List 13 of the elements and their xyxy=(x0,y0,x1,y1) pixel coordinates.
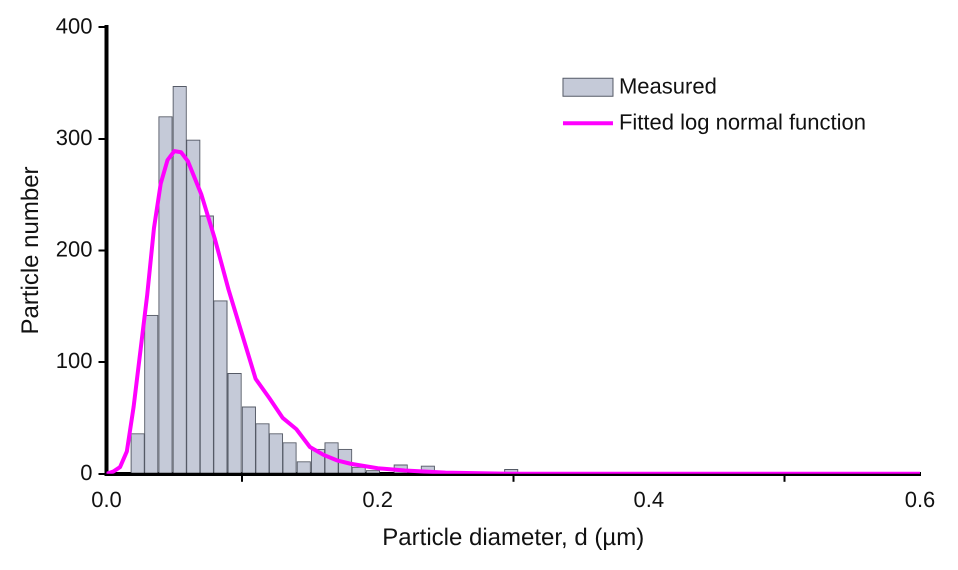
x-tick-label: 0.2 xyxy=(362,487,393,512)
y-tick-label: 400 xyxy=(56,13,93,38)
y-tick-label: 300 xyxy=(56,124,93,150)
y-tick-label: 0 xyxy=(80,460,93,485)
x-axis-title: Particle diameter, d (µm) xyxy=(382,524,644,552)
x-tick-label: 0.4 xyxy=(634,487,664,512)
x-tick-label: 0.6 xyxy=(904,487,936,512)
y-tick-label: 200 xyxy=(56,236,93,262)
legend-label: Fitted log normal function xyxy=(618,109,866,134)
legend-label: Measured xyxy=(618,73,717,98)
y-axis-title: Particle number xyxy=(17,166,44,335)
y-tick-label: 100 xyxy=(56,348,93,374)
x-tick-label: 0.0 xyxy=(91,487,122,512)
